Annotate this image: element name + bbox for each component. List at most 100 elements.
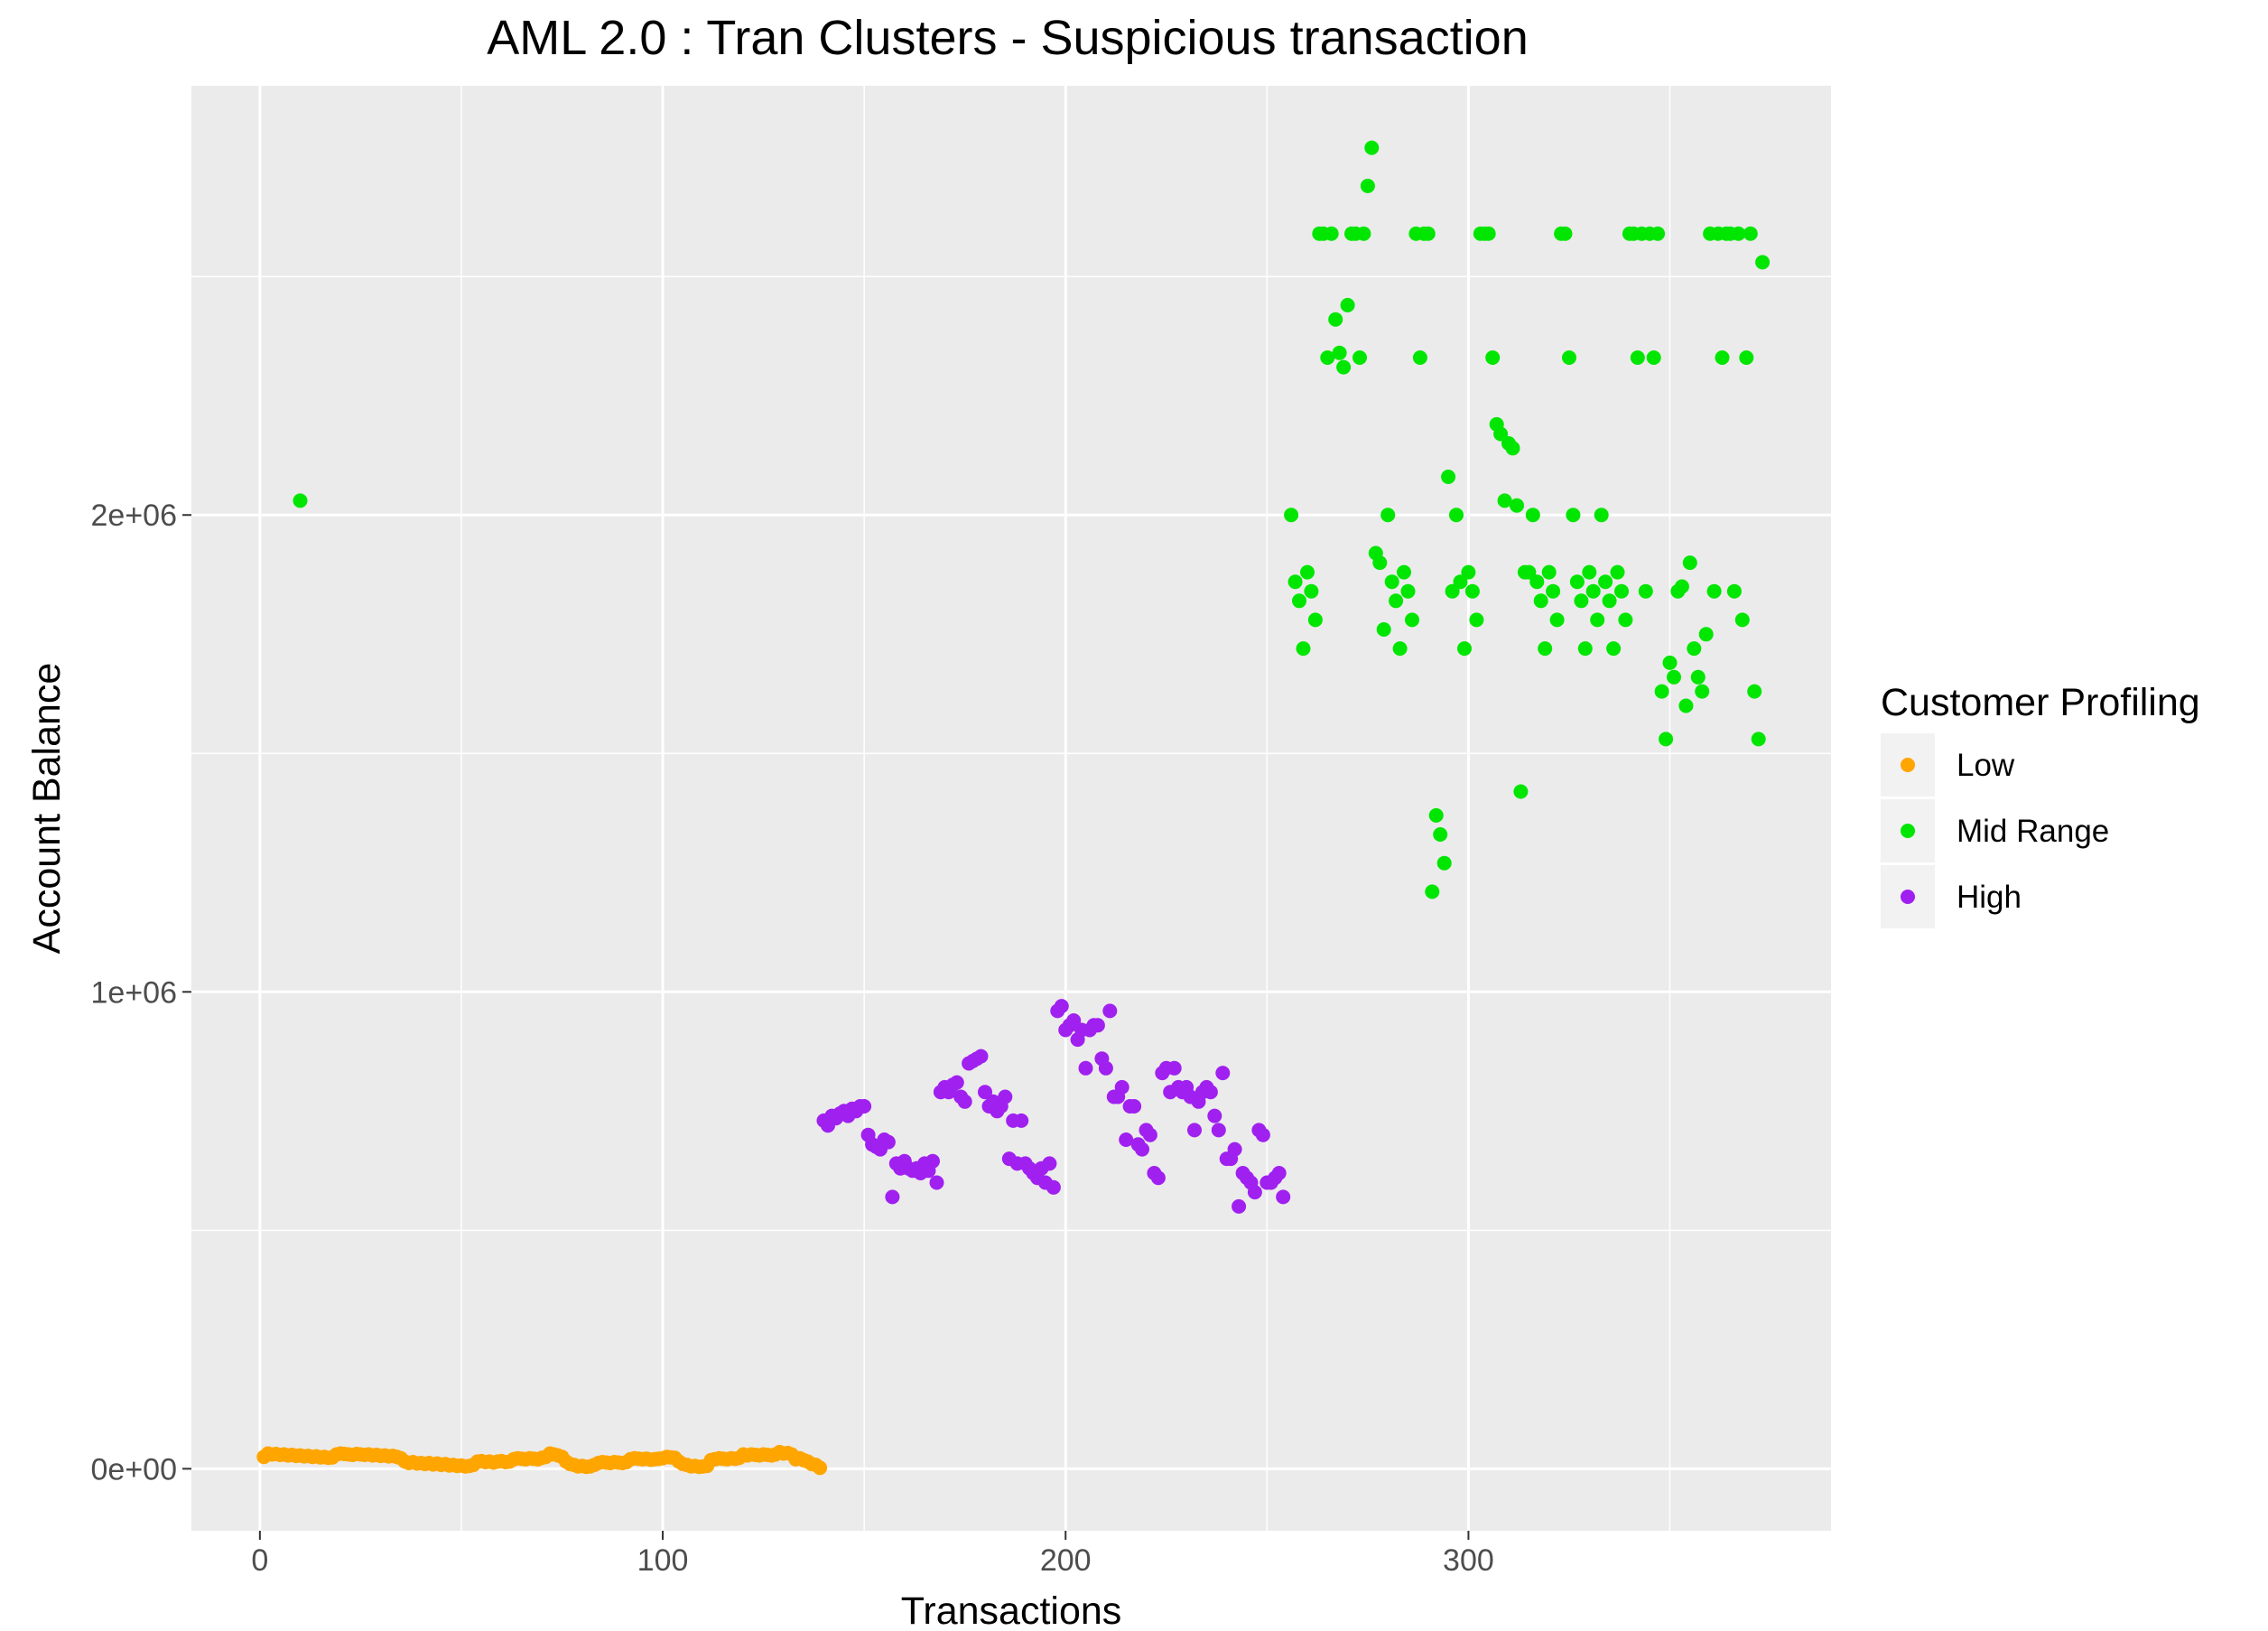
data-point-mid-range <box>1510 498 1524 513</box>
data-point-mid-range <box>1428 807 1444 823</box>
y-axis-title: Account Balance <box>25 663 69 955</box>
data-point-mid-range <box>1734 612 1750 628</box>
data-point-high <box>957 1094 972 1109</box>
data-point-mid-range <box>1405 612 1419 628</box>
data-point-mid-range <box>1630 350 1645 365</box>
data-point-mid-range <box>293 493 308 508</box>
data-point-mid-range <box>1412 350 1427 365</box>
data-point-mid-range <box>1590 612 1605 628</box>
data-point-mid-range <box>1392 641 1408 657</box>
data-point-high <box>925 1153 940 1169</box>
data-point-mid-range <box>1577 641 1593 657</box>
data-point-mid-range <box>1687 641 1702 657</box>
legend-label-high: High <box>1957 880 2022 915</box>
data-point-mid-range <box>1614 583 1629 599</box>
data-point-high <box>1215 1066 1231 1081</box>
axes: 0 100 200 300 0e+00 1e+06 2e+06 <box>91 499 1494 1578</box>
data-point-high <box>1167 1060 1182 1076</box>
data-point-high <box>949 1075 964 1090</box>
data-point-mid-range <box>1606 641 1622 657</box>
data-point-high <box>880 1134 896 1150</box>
data-point-mid-range <box>1654 684 1669 699</box>
legend-label-low: Low <box>1957 748 2015 783</box>
data-point-mid-range <box>1307 612 1323 628</box>
legend: Customer Profiling Low Mid Range High <box>1881 681 2200 928</box>
data-point-mid-range <box>1352 350 1367 365</box>
data-point-mid-range <box>1453 574 1468 590</box>
data-point-mid-range <box>1674 579 1689 594</box>
data-point-mid-range <box>1380 508 1396 523</box>
x-axis-title: Transactions <box>901 1589 1122 1631</box>
data-point-mid-range <box>1726 583 1742 599</box>
data-point-high <box>1150 1170 1166 1186</box>
legend-swatch-low <box>1901 758 1915 772</box>
data-point-high <box>1232 1198 1247 1214</box>
data-point-high <box>1114 1079 1129 1095</box>
data-point-high <box>1227 1142 1242 1157</box>
data-point-mid-range <box>1755 255 1771 270</box>
data-point-mid-range <box>1389 593 1404 609</box>
data-point-mid-range <box>1461 564 1476 580</box>
legend-swatch-high <box>1901 890 1915 904</box>
data-point-mid-range <box>1659 732 1674 747</box>
data-point-mid-range <box>1731 226 1746 241</box>
data-point-mid-range <box>1602 593 1617 609</box>
chart-title: AML 2.0 : Tran Clusters - Suspicious tra… <box>487 11 1529 65</box>
data-point-mid-range <box>1376 622 1391 637</box>
x-tick-label: 0 <box>251 1543 268 1578</box>
data-point-high <box>1127 1099 1142 1114</box>
data-point-mid-range <box>1457 641 1472 657</box>
data-point-mid-range <box>1594 508 1609 523</box>
data-point-mid-range <box>1562 350 1576 365</box>
data-point-mid-range <box>1662 655 1678 670</box>
data-point-mid-range <box>1569 574 1585 590</box>
data-point-mid-range <box>1372 555 1388 571</box>
data-point-mid-range <box>1493 426 1509 442</box>
data-point-high <box>1054 999 1069 1014</box>
data-point-mid-range <box>1513 784 1529 799</box>
data-point-mid-range <box>1650 226 1666 241</box>
data-point-mid-range <box>1324 226 1339 241</box>
data-point-high <box>857 1099 872 1114</box>
data-point-mid-range <box>1706 583 1722 599</box>
data-point-mid-range <box>1360 178 1375 193</box>
data-point-high <box>1207 1108 1222 1123</box>
data-point-mid-range <box>1485 350 1501 365</box>
data-point-mid-range <box>1618 612 1633 628</box>
data-point-mid-range <box>1287 574 1303 590</box>
x-tick-label: 200 <box>1040 1543 1092 1578</box>
data-point-high <box>1187 1123 1202 1138</box>
data-point-mid-range <box>1549 612 1565 628</box>
data-point-mid-range <box>1557 226 1573 241</box>
data-point-mid-range <box>1525 508 1540 523</box>
data-point-mid-range <box>1420 226 1436 241</box>
data-point-high <box>1276 1189 1291 1205</box>
data-point-mid-range <box>1433 827 1448 842</box>
data-point-mid-range <box>1292 593 1306 609</box>
data-point-mid-range <box>1364 140 1380 155</box>
data-point-mid-range <box>1695 684 1710 699</box>
data-point-low <box>813 1460 828 1476</box>
data-point-mid-range <box>1284 508 1299 523</box>
data-point-mid-range <box>1445 583 1460 599</box>
data-point-mid-range <box>1747 684 1762 699</box>
data-point-mid-range <box>1638 583 1653 599</box>
data-point-mid-range <box>1521 564 1537 580</box>
data-point-high <box>1255 1127 1270 1142</box>
data-point-mid-range <box>1464 583 1480 599</box>
legend-title: Customer Profiling <box>1881 681 2200 724</box>
data-point-mid-range <box>1541 564 1557 580</box>
data-point-mid-range <box>1449 508 1464 523</box>
data-points <box>256 140 1771 1476</box>
data-point-high <box>1102 1003 1118 1019</box>
y-tick-label: 2e+06 <box>91 499 178 533</box>
data-point-mid-range <box>1715 350 1730 365</box>
data-point-high <box>1066 1013 1082 1028</box>
data-point-mid-range <box>1505 441 1520 456</box>
data-point-mid-range <box>1425 884 1440 899</box>
data-point-mid-range <box>1300 564 1315 580</box>
data-point-mid-range <box>1384 574 1399 590</box>
data-point-mid-range <box>1320 350 1335 365</box>
data-point-mid-range <box>1336 359 1352 375</box>
y-tick-label: 1e+06 <box>91 975 178 1010</box>
